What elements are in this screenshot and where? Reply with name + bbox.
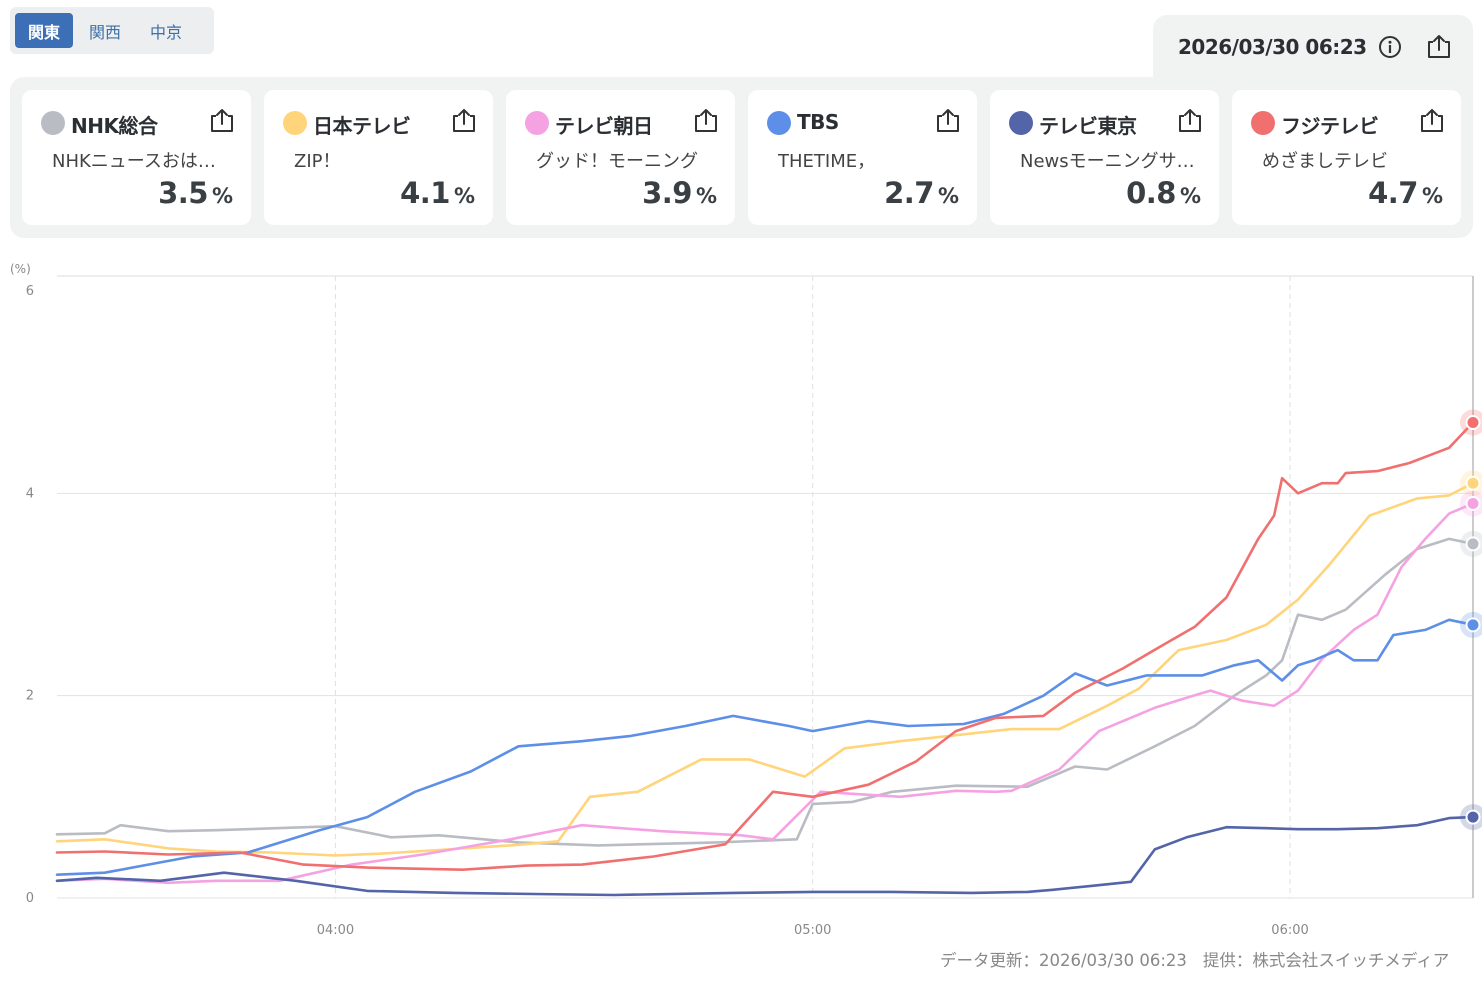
program-title: めざましテレビ — [1262, 151, 1388, 172]
rating-value: 3.9% — [642, 176, 717, 210]
program-title: Newsモーニングサテライト — [1020, 151, 1200, 172]
station-cards: NHK総合 NHKニュースおはよう日本 3.5% 日本テレビ ZIP！ 4.1%… — [10, 77, 1473, 238]
rating-value: 2.7% — [884, 176, 959, 210]
y-axis-unit-label: (%) — [10, 262, 31, 276]
rating-value: 4.7% — [1368, 176, 1443, 210]
series-line — [55, 481, 1475, 857]
share-icon[interactable] — [1418, 107, 1446, 135]
series-line — [55, 502, 1475, 885]
program-title: NHKニュースおはよう日本 — [52, 151, 232, 172]
station-name: フジテレビ — [1281, 114, 1379, 138]
share-icon[interactable] — [692, 107, 720, 135]
station-color-dot — [525, 111, 549, 135]
series-line — [55, 815, 1475, 897]
data-updated-text: データ更新：2026/03/30 06:23 — [940, 951, 1187, 970]
timestamp: 2026/03/30 06:23 — [1178, 35, 1367, 59]
program-title: ZIP！ — [294, 151, 341, 172]
station-card-fuji-tv[interactable]: フジテレビ めざましテレビ 4.7% — [1232, 90, 1461, 225]
station-card-nhk[interactable]: NHK総合 NHKニュースおはよう日本 3.5% — [22, 90, 251, 225]
station-color-dot — [1009, 111, 1033, 135]
info-icon[interactable] — [1377, 34, 1403, 60]
share-icon[interactable] — [1176, 107, 1204, 135]
share-icon[interactable] — [934, 107, 962, 135]
station-color-dot — [283, 111, 307, 135]
provider-text: 提供：株式会社スイッチメディア — [1202, 951, 1450, 970]
y-tick-label: 0 — [26, 891, 34, 906]
station-name: NHK総合 — [71, 114, 158, 138]
tab-chukyo[interactable]: 中京 — [150, 22, 183, 42]
ratings-line-chart: 0 2 4 6 (%) 04:00 05:00 06:00 — [10, 262, 1482, 938]
share-icon[interactable] — [208, 107, 236, 135]
y-tick-label: 6 — [26, 284, 34, 299]
station-card-tv-asahi[interactable]: テレビ朝日 グッド！モーニング 3.9% — [506, 90, 735, 225]
series-endpoint-dot — [1465, 475, 1481, 491]
program-title: THETIME， — [778, 151, 876, 172]
tab-kansai[interactable]: 関西 — [89, 22, 122, 42]
y-tick-label: 2 — [26, 689, 34, 704]
series-endpoint-dot — [1465, 415, 1481, 431]
station-color-dot — [767, 111, 791, 135]
x-tick-label: 05:00 — [794, 923, 831, 938]
x-tick-label: 06:00 — [1271, 923, 1308, 938]
series-line — [55, 618, 1475, 876]
x-tick-label: 04:00 — [317, 923, 354, 938]
station-name: テレビ東京 — [1039, 114, 1137, 138]
station-name: TBS — [797, 110, 839, 134]
series-endpoint-dot — [1465, 617, 1481, 633]
station-name: 日本テレビ — [313, 114, 411, 138]
station-card-tbs[interactable]: TBS THETIME， 2.7% — [748, 90, 977, 225]
rating-value: 3.5% — [158, 176, 233, 210]
program-title: グッド！モーニング — [536, 151, 698, 172]
share-icon[interactable] — [1425, 33, 1453, 61]
share-icon[interactable] — [450, 107, 478, 135]
rating-value: 4.1% — [400, 176, 475, 210]
series-endpoint-dot — [1465, 809, 1481, 825]
region-tabs: 関東 関西 中京 — [10, 7, 214, 54]
station-card-ntv[interactable]: 日本テレビ ZIP！ 4.1% — [264, 90, 493, 225]
station-color-dot — [1251, 111, 1275, 135]
station-card-tv-tokyo[interactable]: テレビ東京 Newsモーニングサテライト 0.8% — [990, 90, 1219, 225]
series-line — [55, 421, 1475, 871]
station-name: テレビ朝日 — [555, 114, 653, 138]
footer: データ更新：2026/03/30 06:23 提供：株式会社スイッチメディア — [940, 947, 1449, 971]
tab-kanto[interactable]: 関東 — [15, 13, 74, 48]
rating-value: 0.8% — [1126, 176, 1201, 210]
y-tick-label: 4 — [26, 486, 34, 501]
series-endpoint-dot — [1465, 536, 1481, 552]
station-color-dot — [41, 111, 65, 135]
series-endpoint-dot — [1465, 495, 1481, 511]
